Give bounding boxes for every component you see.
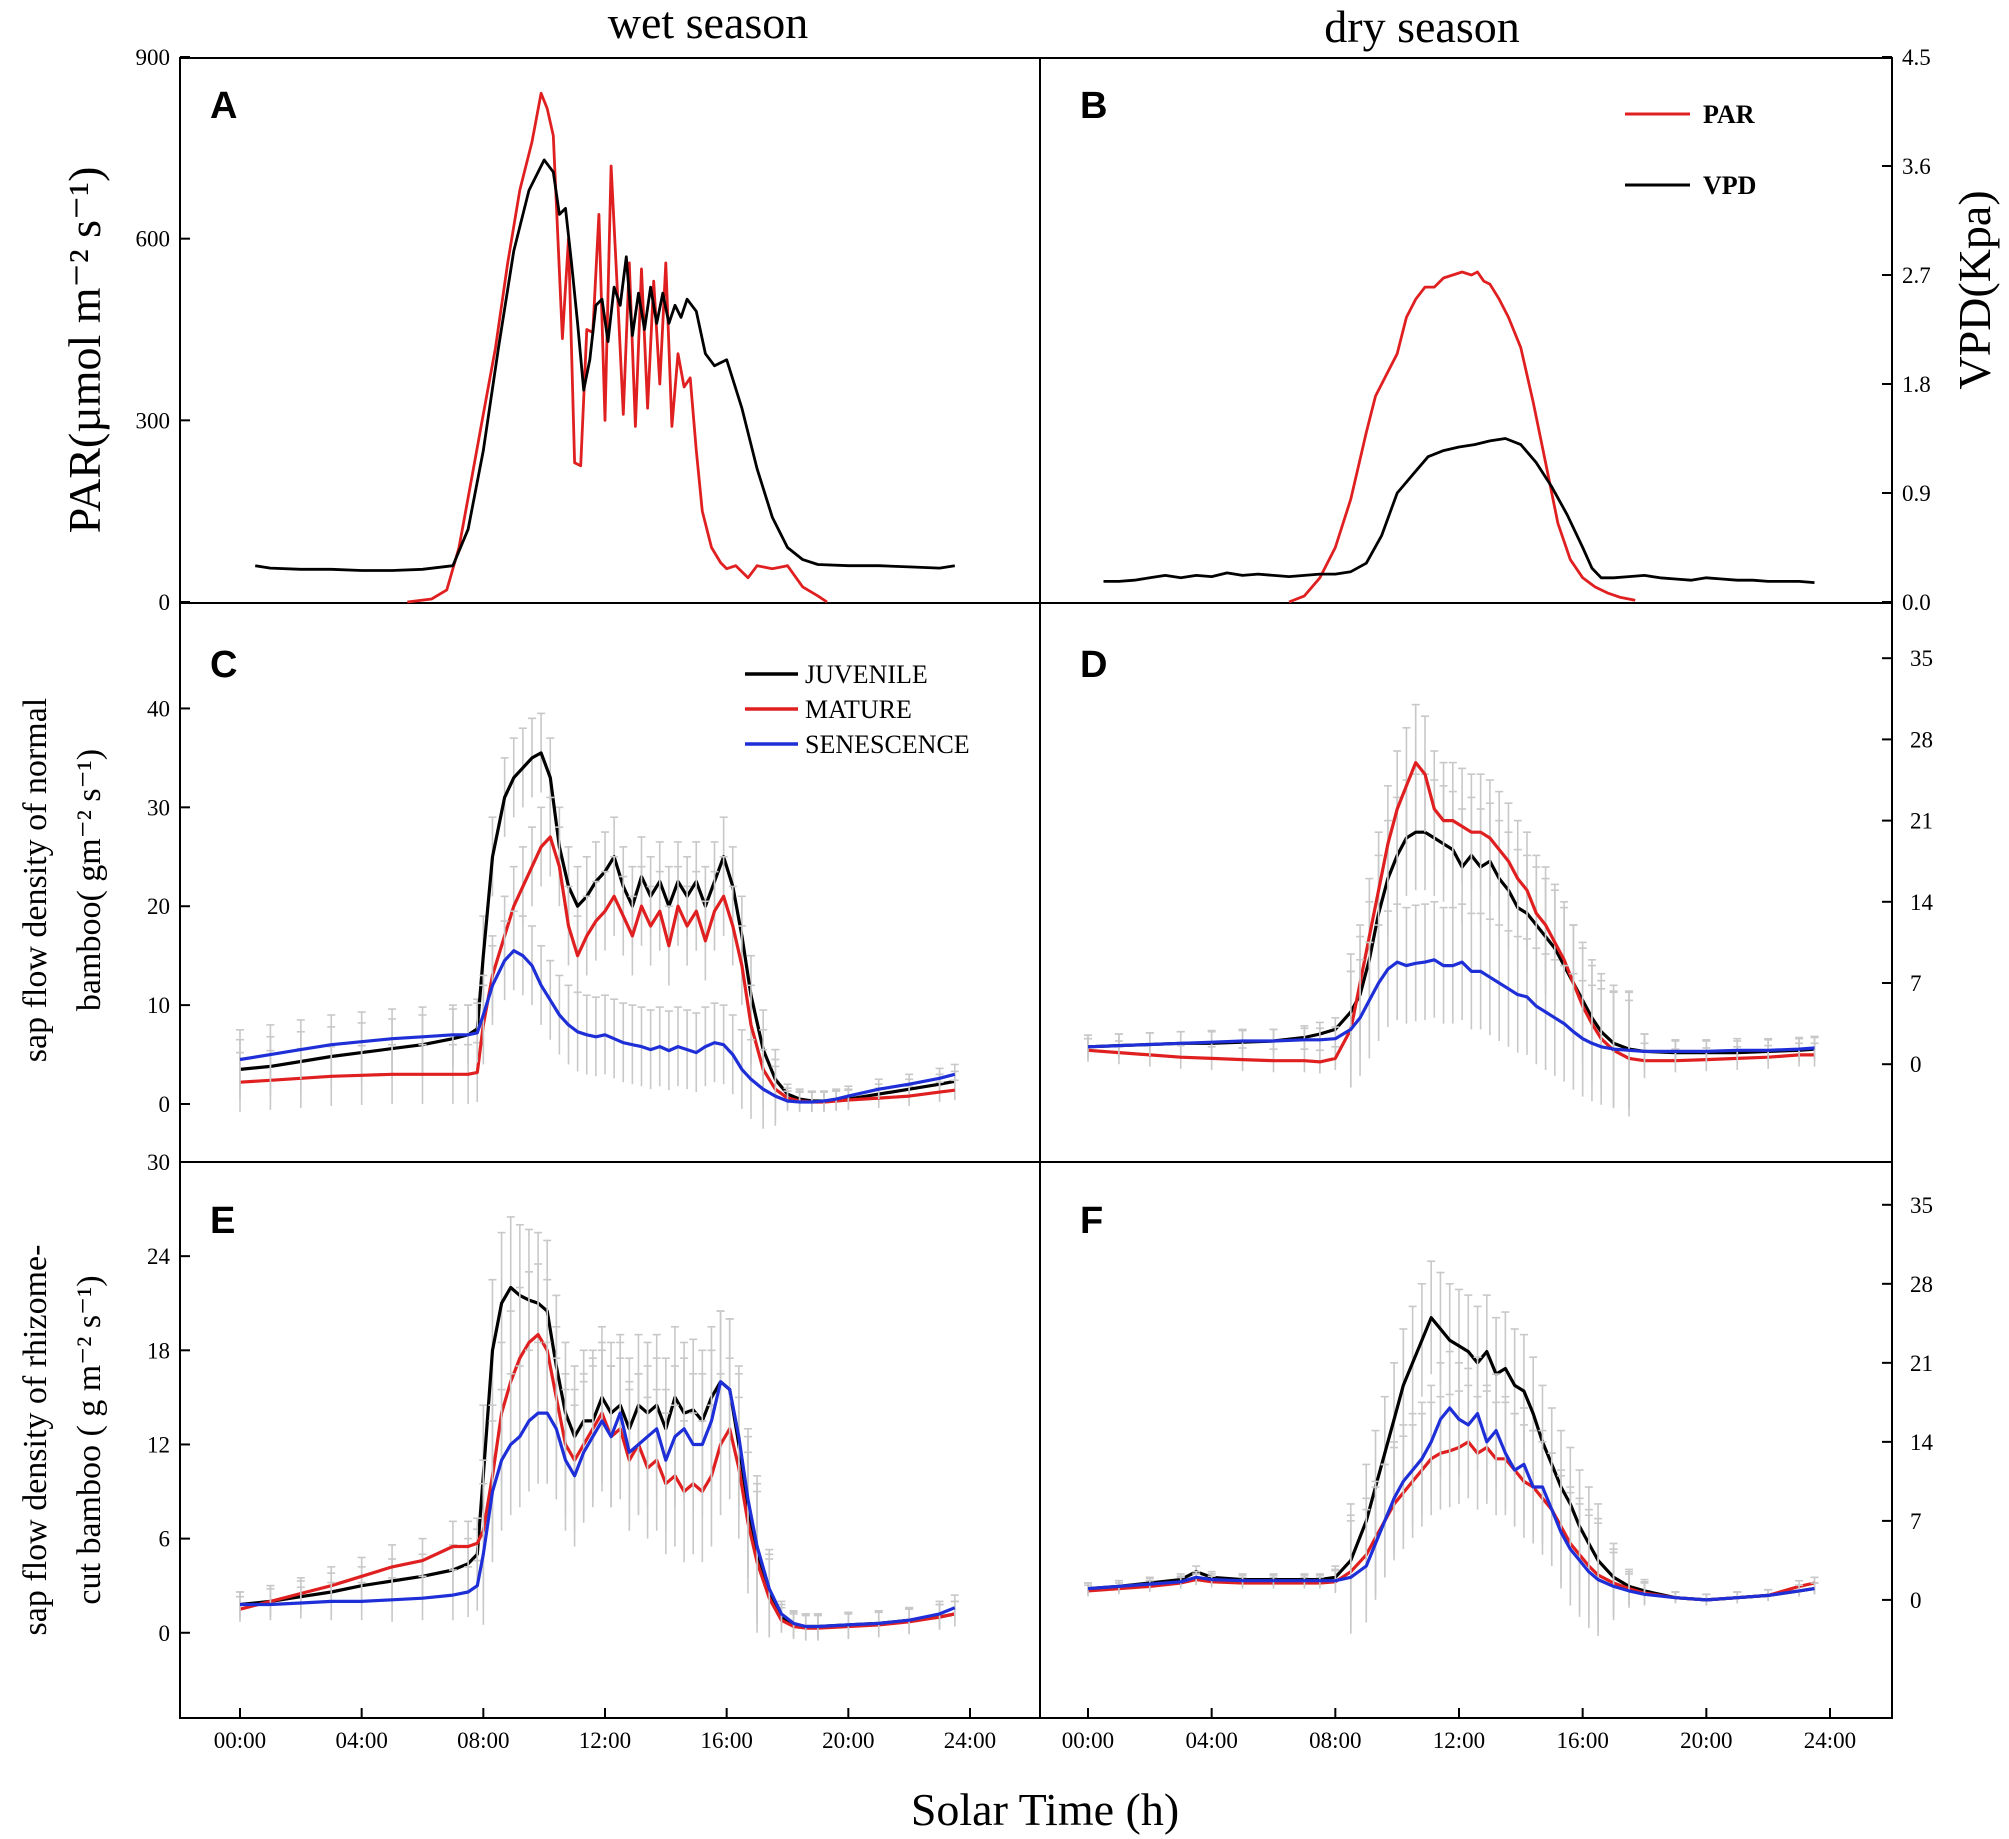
- panel-letter-A: A: [210, 85, 237, 127]
- series-line-C-mature: [239, 835, 955, 1104]
- ytick-label-C-1: 10: [147, 993, 170, 1018]
- legend-par-label: PAR: [1703, 100, 1755, 129]
- ytick-label-D-5: 35: [1910, 646, 1933, 671]
- series-line-B-vpd: [1103, 437, 1815, 584]
- xlabel: Solar Time (h): [911, 1784, 1179, 1835]
- series-line-A-vpd: [254, 158, 956, 572]
- panel-letter-E: E: [210, 1200, 235, 1242]
- legend-age-classes: JUVENILE MATURE SENESCENCE: [745, 660, 970, 759]
- col-title-dry: dry season: [1324, 1, 1519, 52]
- series-line-D-juvenile: [1087, 830, 1815, 1055]
- ytick-label-C-2: 20: [147, 894, 170, 919]
- error-bars-F-juvenile: [1084, 1260, 1819, 1617]
- ytick-label-E-3: 18: [147, 1338, 170, 1363]
- panel-letter-F: F: [1080, 1200, 1103, 1242]
- legend-par-vpd: PAR VPD: [1625, 100, 1756, 200]
- series-line-D-mature: [1087, 760, 1815, 1064]
- ytick-label-E-5: 30: [147, 1150, 170, 1175]
- ytick-label-D-1: 7: [1910, 971, 1922, 996]
- ytick-label-C-3: 30: [147, 795, 170, 820]
- ytick-label-D-0: 0: [1910, 1052, 1922, 1077]
- ytick-label-B-1: 0.9: [1902, 481, 1931, 506]
- ytick-label-F-1: 7: [1910, 1509, 1922, 1534]
- marks-layer: [236, 91, 1819, 1641]
- error-bars-C-mature: [236, 796, 959, 1119]
- ytick-label-A-2: 600: [136, 227, 171, 252]
- series-line-A-par: [407, 91, 828, 604]
- col-title-wet: wet season: [608, 0, 809, 48]
- error-bars-E-mature: [236, 1263, 959, 1641]
- x-tick-label-left-5: 20:00: [822, 1728, 874, 1753]
- ytick-label-F-5: 35: [1910, 1193, 1933, 1218]
- plot-frame: [179, 57, 1893, 1719]
- x-tick-label-right-6: 24:00: [1804, 1728, 1856, 1753]
- ytick-label-B-2: 1.8: [1902, 372, 1931, 397]
- ytick-label-A-3: 900: [136, 45, 171, 70]
- x-tick-label-right-5: 20:00: [1680, 1728, 1732, 1753]
- x-tick-label-left-2: 08:00: [457, 1728, 509, 1753]
- series-line-B-par: [1288, 270, 1636, 604]
- legend-vpd-label: VPD: [1703, 171, 1756, 200]
- ytick-label-F-3: 21: [1910, 1351, 1933, 1376]
- legend-mature-label: MATURE: [805, 695, 912, 724]
- legend-juvenile-label: JUVENILE: [805, 660, 928, 689]
- ytick-label-B-4: 3.6: [1902, 154, 1931, 179]
- ytick-label-D-2: 14: [1910, 890, 1934, 915]
- ylabel-rhizome-line2: cut bamboo ( g m⁻² s⁻¹): [71, 1275, 108, 1604]
- series-line-C-juvenile: [239, 751, 956, 1103]
- x-tick-label-right-3: 12:00: [1433, 1728, 1485, 1753]
- error-bars-D-mature: [1084, 703, 1819, 1117]
- x-tick-label-right-4: 16:00: [1556, 1728, 1608, 1753]
- ylabel-par: PAR(µmol m⁻² s⁻¹): [59, 167, 110, 534]
- series-line-E-mature: [239, 1332, 956, 1630]
- ytick-label-F-0: 0: [1910, 1588, 1922, 1613]
- ylabel-normal-line1: sap flow density of normal: [17, 698, 54, 1063]
- series-line-F-juvenile: [1087, 1316, 1815, 1602]
- ytick-label-C-0: 0: [159, 1092, 171, 1117]
- error-bars-C-juvenile: [236, 712, 959, 1111]
- series-line-D-senescence: [1087, 958, 1815, 1054]
- ytick-label-F-2: 14: [1910, 1430, 1934, 1455]
- series-line-C-senescence: [239, 949, 956, 1104]
- ytick-label-E-0: 0: [159, 1621, 171, 1646]
- series-line-E-senescence: [240, 1380, 956, 1629]
- ytick-label-C-4: 40: [147, 696, 170, 721]
- x-tick-label-right-0: 00:00: [1062, 1728, 1114, 1753]
- panel-letter-D: D: [1080, 644, 1107, 686]
- ytick-label-D-4: 28: [1910, 727, 1933, 752]
- x-tick-label-left-6: 24:00: [944, 1728, 996, 1753]
- series-line-F-senescence: [1087, 1406, 1815, 1602]
- panel-letter-C: C: [210, 644, 237, 686]
- series-line-E-juvenile: [239, 1285, 956, 1629]
- panel-letter-B: B: [1080, 85, 1107, 127]
- ytick-label-D-3: 21: [1910, 809, 1933, 834]
- ylabel-vpd: VPD(Kpa): [1949, 190, 2000, 389]
- ylabel-rhizome-line1: sap flow density of rhizome-: [17, 1245, 54, 1636]
- ytick-label-B-3: 2.7: [1902, 263, 1931, 288]
- ytick-label-A-1: 300: [136, 408, 171, 433]
- axes-layer: 00:00 04:00 08:00 12:00 16:00 20:00 24:00 00:00…: [136, 45, 1934, 1753]
- x-tick-label-left-4: 16:00: [700, 1728, 752, 1753]
- x-tick-label-left-0: 00:00: [214, 1728, 266, 1753]
- x-tick-label-right-2: 08:00: [1309, 1728, 1361, 1753]
- ytick-label-A-0: 0: [159, 590, 171, 615]
- ytick-label-B-5: 4.5: [1902, 45, 1931, 70]
- x-tick-label-right-1: 04:00: [1185, 1728, 1237, 1753]
- x-tick-label-left-1: 04:00: [335, 1728, 387, 1753]
- ytick-label-E-4: 24: [147, 1244, 171, 1269]
- error-bars-D-senescence: [1084, 900, 1819, 1109]
- ytick-label-B-0: 0.0: [1902, 590, 1931, 615]
- legend-senescence-label: SENESCENCE: [805, 730, 970, 759]
- ytick-label-F-4: 28: [1910, 1272, 1933, 1297]
- x-tick-label-left-3: 12:00: [579, 1728, 631, 1753]
- ytick-label-E-2: 12: [147, 1432, 170, 1457]
- ytick-label-E-1: 6: [159, 1527, 171, 1552]
- ylabel-normal-line2: bamboo( gm⁻² s⁻¹): [71, 749, 108, 1011]
